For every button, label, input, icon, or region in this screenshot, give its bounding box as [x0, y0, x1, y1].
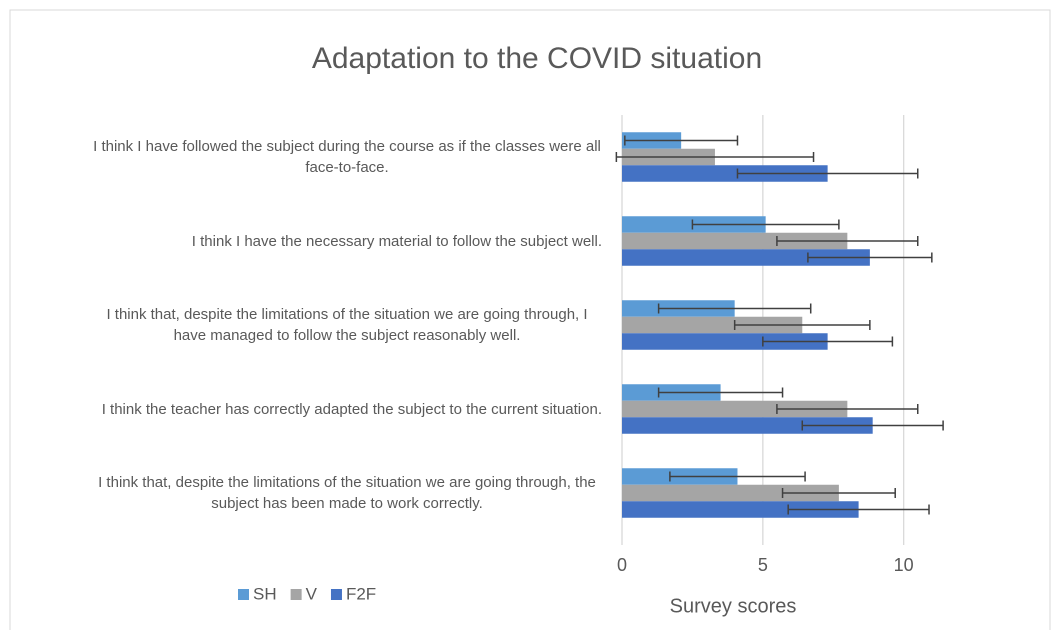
bar	[622, 232, 848, 250]
x-axis-title: Survey scores	[670, 595, 797, 617]
category-text: I think I have the necessary material to…	[191, 232, 602, 250]
bar	[622, 501, 859, 518]
legend-swatch	[238, 589, 249, 600]
error-bar	[624, 135, 739, 146]
legend-label: SH	[253, 584, 277, 603]
category-label: I think I have followed the subject duri…	[92, 115, 602, 199]
error-bar	[691, 219, 840, 230]
category-label: I think that, despite the limitations of…	[92, 283, 602, 367]
category-text: I think I have followed the subject duri…	[93, 138, 601, 176]
category-label: I think I have the necessary material to…	[92, 199, 602, 283]
bar	[622, 333, 828, 350]
category-label: I think that, despite the limitations of…	[92, 451, 602, 535]
error-bar	[801, 420, 944, 431]
category-label: I think the teacher has correctly adapte…	[92, 367, 602, 451]
legend-swatch	[330, 589, 342, 600]
legend-swatch	[290, 589, 302, 600]
x-tick-label: 10	[894, 555, 914, 575]
x-tick-label: 5	[758, 555, 768, 575]
error-bar	[787, 504, 930, 515]
error-bar	[781, 488, 896, 498]
error-bar	[736, 168, 919, 179]
category-text: I think that, despite the limitations of…	[106, 306, 588, 344]
bar	[622, 316, 803, 334]
error-bar	[657, 303, 812, 314]
category-text: I think that, despite the limitations of…	[98, 474, 596, 512]
error-bar	[657, 387, 784, 398]
category-text: I think the teacher has correctly adapte…	[101, 400, 602, 418]
error-bar	[807, 252, 933, 263]
bar	[622, 417, 873, 434]
error-bar	[776, 404, 919, 414]
bar	[622, 484, 839, 502]
bar	[622, 165, 828, 182]
error-bar	[776, 236, 919, 246]
bar	[622, 400, 848, 418]
error-bar	[733, 320, 871, 330]
error-bar	[669, 471, 806, 482]
chart-frame	[9, 9, 1051, 630]
chart-title: Adaptation to the COVID situation	[312, 42, 762, 75]
error-bar	[615, 152, 815, 162]
error-bar	[762, 336, 894, 347]
legend-label: F2F	[346, 584, 376, 603]
legend-label: V	[306, 584, 318, 603]
x-tick-label: 0	[617, 555, 627, 575]
